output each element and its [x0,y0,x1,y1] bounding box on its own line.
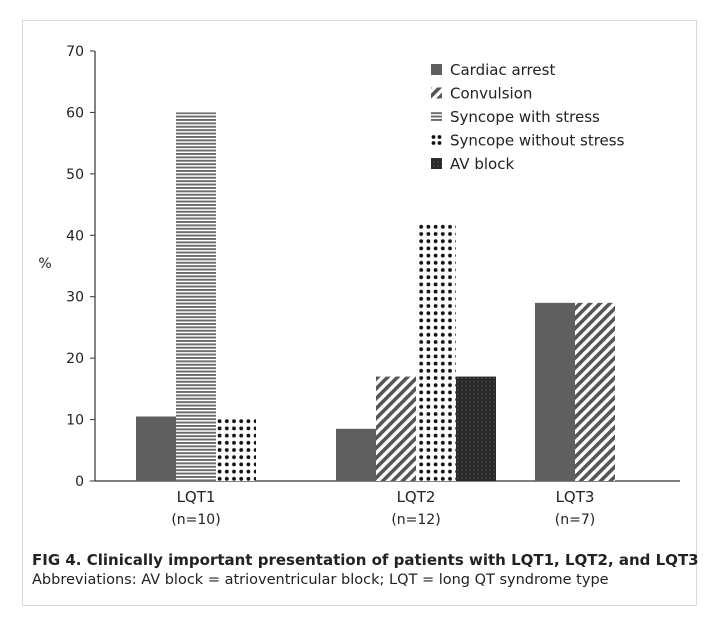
figure-caption-title: FIG 4. Clinically important presentation… [32,551,699,569]
legend-swatch-syncope-without-stress [431,135,442,145]
legend-swatch-convulsion [431,87,442,99]
legend-label-convulsion: Convulsion [450,85,532,103]
y-tick-label: 70 [66,44,84,60]
y-tick-label: 30 [66,290,84,306]
bar-cardiac-arrest-1 [336,428,376,481]
y-tick-label: 10 [66,413,84,429]
legend-swatch-dot [437,141,442,145]
legend-label-syncope-with-stress: Syncope with stress [450,108,600,126]
x-category-sublabel: (n=7) [555,512,595,528]
x-category-label: LQT2 [397,488,436,506]
y-tick-label: 40 [66,228,84,244]
y-tick-label: 0 [75,474,84,490]
bar-cardiac-arrest-0 [136,416,176,481]
bar-syncope-with-stress-0 [176,112,216,481]
legend-swatch-cardiac-arrest [431,64,442,75]
bar-convulsion-1 [376,376,416,481]
legend-label-cardiac-arrest: Cardiac arrest [450,61,555,79]
bar-convulsion-2 [575,302,615,481]
bar-chart: 0 10 20 30 40 50 60 70% LQT1 (n=10) LQT2 (n=12) LQT3… [38,44,680,528]
legend-label-av-block: AV block [450,155,514,173]
y-tick-label: 20 [66,351,84,367]
x-category-sublabel: (n=12) [391,512,440,528]
bar-cardiac-arrest-2 [535,302,575,481]
bar-syncope-without-stress-1 [416,223,456,481]
x-category-label: LQT3 [556,488,595,506]
bar-av-block-1 [456,376,496,481]
y-tick-label: 60 [66,105,84,121]
y-axis-label: % [38,256,51,272]
legend-swatch-av-block [431,158,442,169]
y-tick-label: 50 [66,167,84,183]
legend-label-syncope-without-stress: Syncope without stress [450,132,625,150]
legend-swatch-dot [431,141,436,145]
legend-swatch-syncope-with-stress [431,111,442,122]
legend-swatch-dot [431,135,436,139]
x-category-label: LQT1 [177,488,216,506]
legend-swatch-dot [437,135,442,139]
bar-syncope-without-stress-0 [216,416,256,481]
figure-caption-abbreviations: Abbreviations: AV block = atrioventricul… [32,572,609,588]
x-category-sublabel: (n=10) [171,512,220,528]
